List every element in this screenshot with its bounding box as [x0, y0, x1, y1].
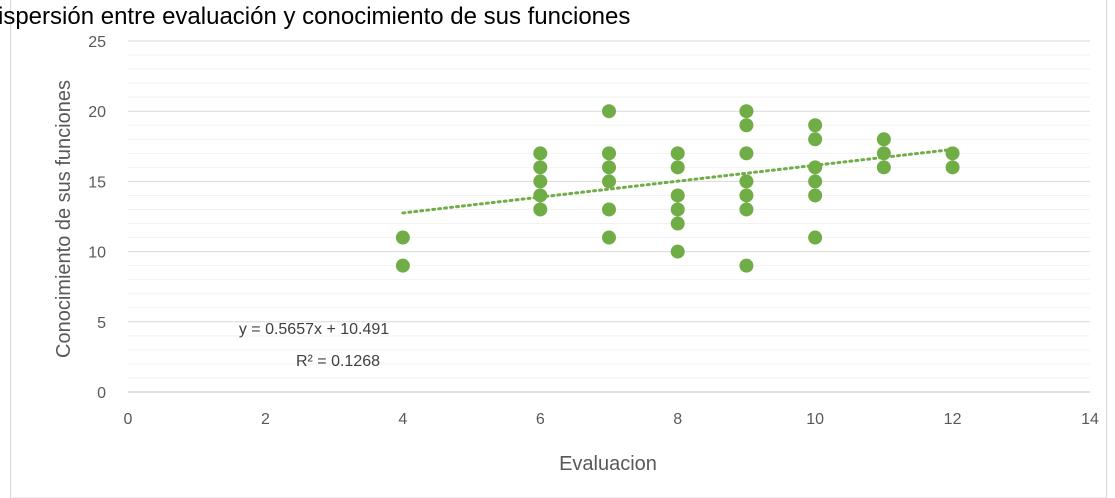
data-point	[876, 146, 891, 161]
data-point	[533, 188, 548, 203]
y-tick-label: 5	[97, 315, 106, 332]
y-tick-labels: 0 5 10 15 20 25	[88, 34, 106, 402]
x-tick-labels: 0 2 4 6 8 10 12 14	[124, 411, 1099, 428]
data-point	[739, 188, 754, 203]
data-point	[395, 258, 410, 273]
x-tick-label: 8	[673, 411, 682, 428]
x-tick-label: 12	[944, 411, 962, 428]
data-point	[602, 174, 616, 189]
y-axis-title: Conocimiento de sus funciones	[53, 80, 75, 358]
data-point	[739, 258, 754, 273]
x-tick-label: 4	[398, 411, 407, 428]
y-tick-label: 10	[88, 245, 106, 262]
data-point	[533, 174, 548, 189]
data-point	[739, 174, 754, 189]
y-tick-label: 25	[88, 34, 106, 51]
data-point	[808, 188, 823, 203]
data-point	[533, 202, 548, 217]
data-point	[739, 202, 754, 217]
x-tick-label: 0	[124, 411, 133, 428]
data-point	[876, 132, 891, 147]
data-point	[670, 202, 685, 217]
data-point	[670, 244, 685, 259]
x-tick-label: 10	[806, 411, 824, 428]
data-point	[533, 146, 548, 161]
x-tick-label: 6	[536, 411, 545, 428]
data-point	[808, 118, 823, 133]
data-point	[602, 104, 616, 119]
y-tick-label: 20	[88, 104, 106, 121]
data-point	[602, 160, 616, 175]
data-point	[670, 188, 685, 203]
y-tick-label: 0	[97, 385, 106, 402]
data-point	[602, 202, 616, 217]
data-point	[670, 146, 685, 161]
x-tick-label: 14	[1081, 411, 1099, 428]
x-tick-label: 2	[261, 411, 270, 428]
trendline	[401, 147, 955, 215]
data-point	[739, 146, 754, 161]
data-point	[395, 230, 410, 245]
data-point	[808, 132, 823, 147]
data-point	[945, 146, 960, 161]
data-point	[670, 216, 685, 231]
chart-title: ispersión entre evaluación y conocimient…	[0, 3, 630, 30]
data-point	[739, 118, 754, 133]
data-point	[808, 160, 823, 175]
data-point	[876, 160, 891, 175]
data-point	[808, 174, 823, 189]
data-point	[945, 160, 960, 175]
data-point	[602, 146, 616, 161]
data-point	[808, 230, 823, 245]
data-points	[395, 104, 960, 273]
data-point	[670, 160, 685, 175]
x-axis-title: Evaluacion	[559, 453, 657, 475]
y-tick-label: 15	[88, 174, 106, 191]
data-point	[739, 104, 754, 119]
trendline-equation: y = 0.5657x + 10.491	[239, 321, 389, 338]
data-point	[533, 160, 548, 175]
chart-border	[10, 0, 1107, 498]
trendline-r-squared: R² = 0.1268	[296, 353, 380, 370]
data-point	[602, 230, 616, 245]
